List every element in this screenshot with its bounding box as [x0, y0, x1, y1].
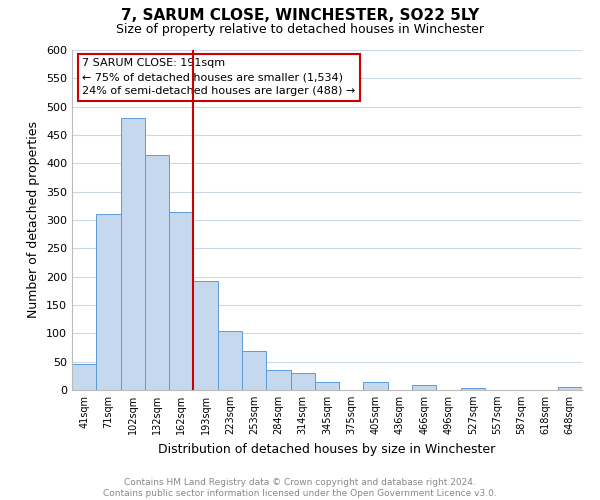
Text: Size of property relative to detached houses in Winchester: Size of property relative to detached ho…: [116, 22, 484, 36]
Bar: [461, 388, 485, 390]
Bar: [96, 214, 121, 390]
Bar: [364, 382, 388, 390]
Bar: [266, 370, 290, 390]
Bar: [218, 331, 242, 390]
Y-axis label: Number of detached properties: Number of detached properties: [28, 122, 40, 318]
Bar: [242, 352, 266, 390]
Text: 7 SARUM CLOSE: 191sqm
← 75% of detached houses are smaller (1,534)
24% of semi-d: 7 SARUM CLOSE: 191sqm ← 75% of detached …: [82, 58, 355, 96]
Bar: [121, 118, 145, 390]
Bar: [169, 212, 193, 390]
Bar: [315, 382, 339, 390]
Bar: [558, 387, 582, 390]
Bar: [193, 281, 218, 390]
X-axis label: Distribution of detached houses by size in Winchester: Distribution of detached houses by size …: [158, 442, 496, 456]
Bar: [412, 386, 436, 390]
Bar: [290, 373, 315, 390]
Text: Contains HM Land Registry data © Crown copyright and database right 2024.
Contai: Contains HM Land Registry data © Crown c…: [103, 478, 497, 498]
Text: 7, SARUM CLOSE, WINCHESTER, SO22 5LY: 7, SARUM CLOSE, WINCHESTER, SO22 5LY: [121, 8, 479, 22]
Bar: [72, 364, 96, 390]
Bar: [145, 156, 169, 390]
